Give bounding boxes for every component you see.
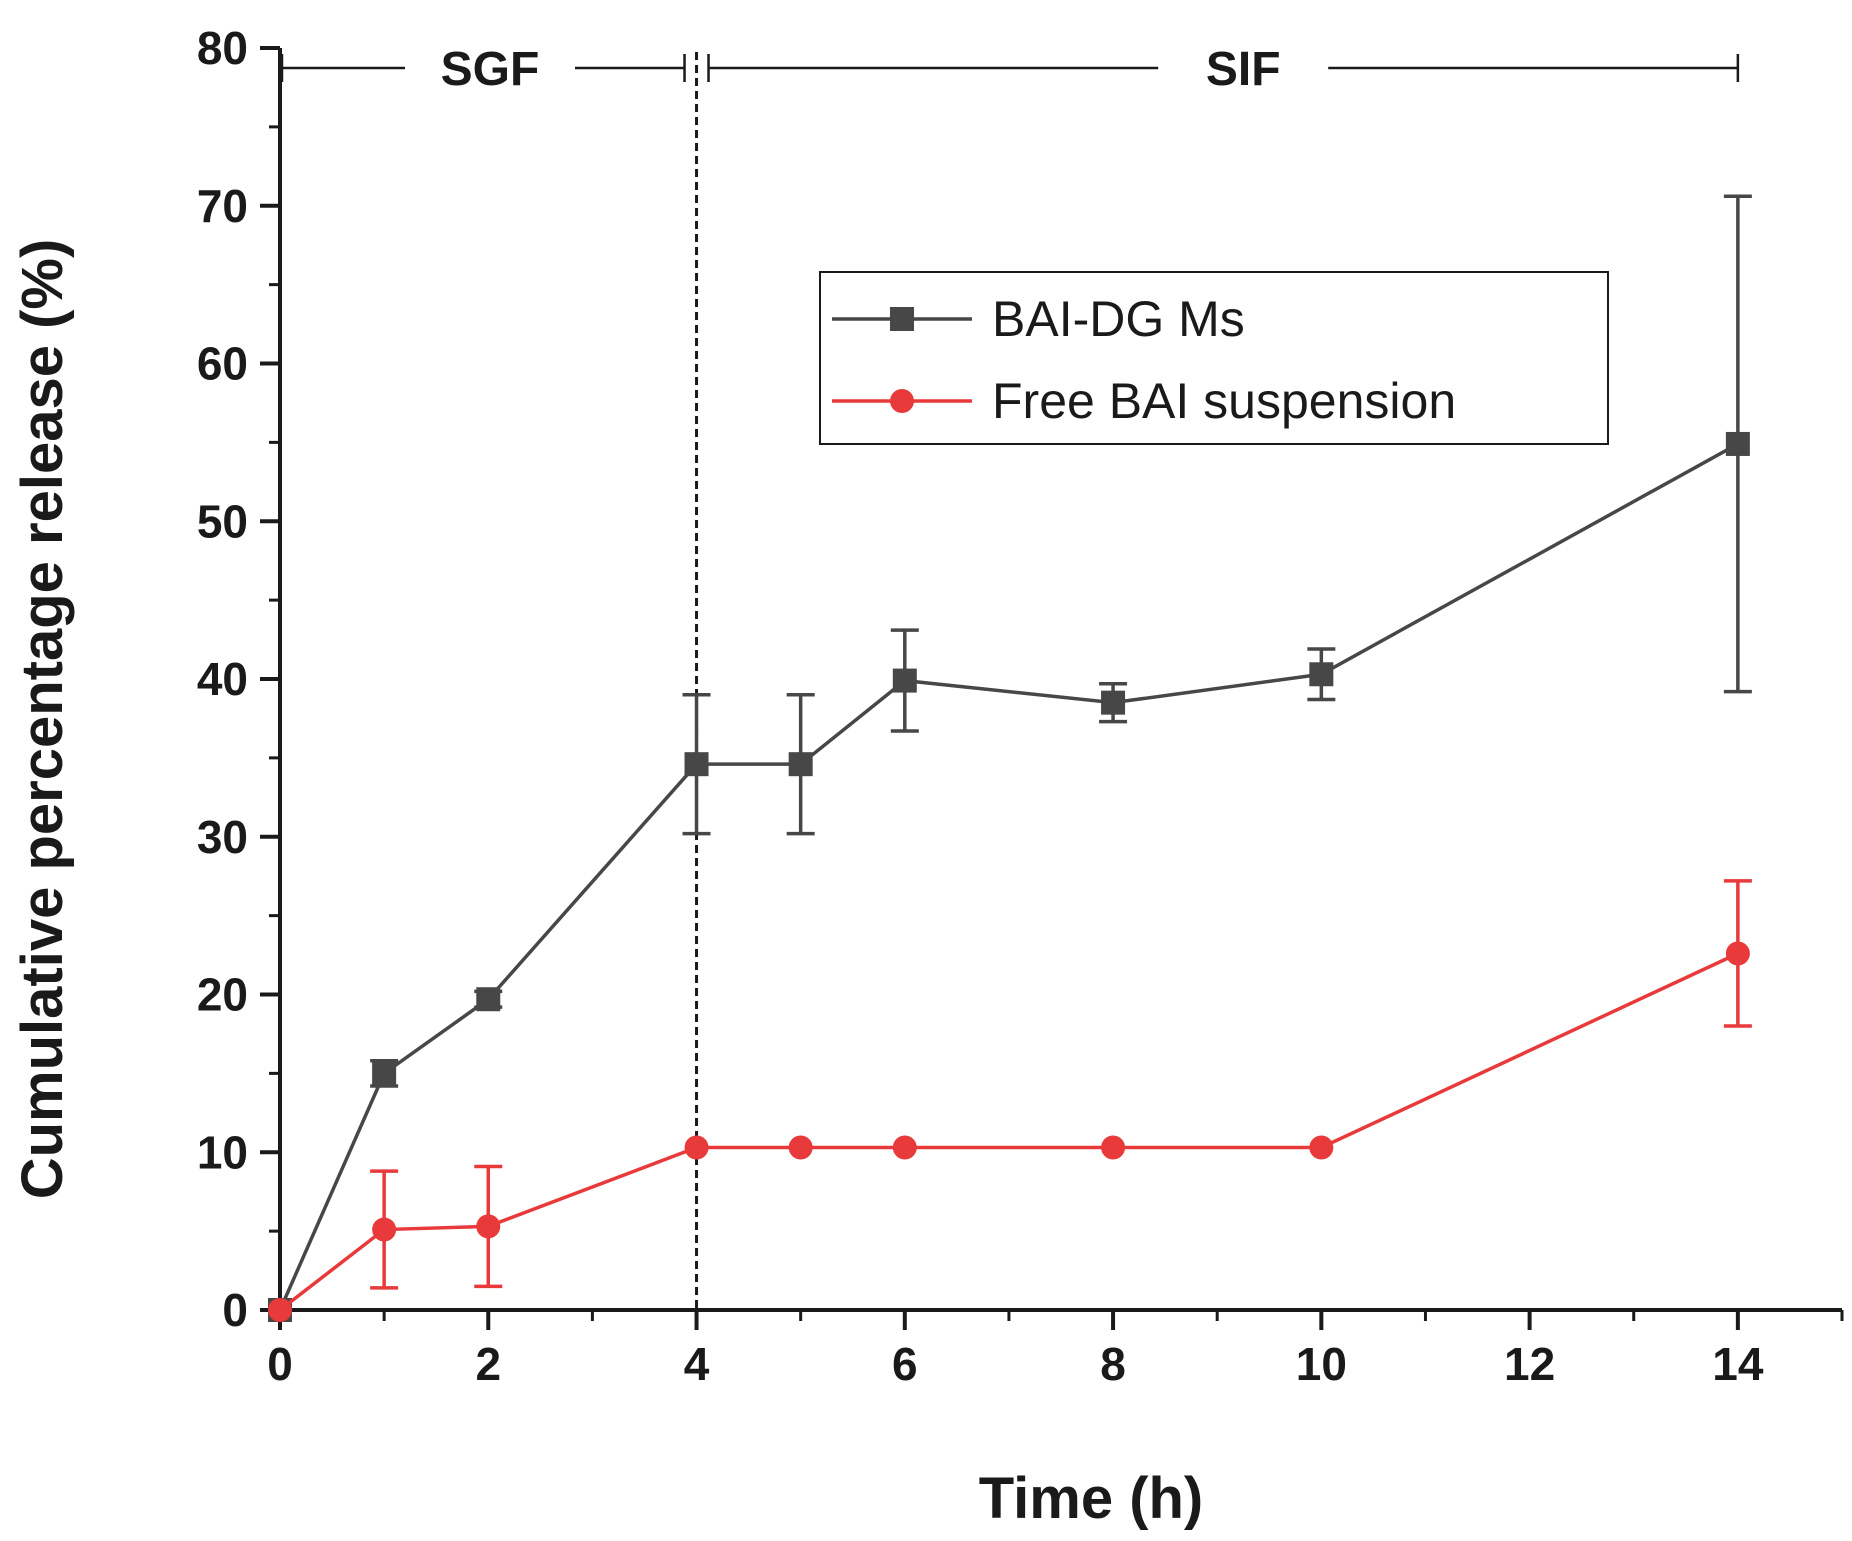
y-tick-label: 50 [197, 495, 248, 547]
axes-group: 0 10 20 30 40 50 60 70 80 0 2 4 6 8 10 12 14 [197, 22, 1844, 1390]
y-tick-label: 20 [197, 969, 248, 1021]
data-point [684, 1135, 709, 1160]
phase-label: SIF [1206, 43, 1281, 96]
data-point [1725, 431, 1750, 456]
data-point [372, 1217, 397, 1242]
phase-label: SGF [441, 43, 540, 96]
data-point [1309, 662, 1334, 687]
x-tick-label: 14 [1712, 1338, 1764, 1390]
data-point [1101, 690, 1126, 715]
x-tick-label: 4 [684, 1338, 710, 1390]
legend-box [819, 271, 1609, 445]
x-tick-label: 8 [1100, 1338, 1126, 1390]
data-point [372, 1061, 397, 1086]
x-tick-label: 6 [892, 1338, 918, 1390]
data-point [1725, 941, 1750, 966]
data-point [788, 752, 813, 777]
series-2 [268, 879, 1752, 1322]
y-tick-label: 40 [197, 653, 248, 705]
legend: BAI-DG Ms Free BAI suspension [819, 271, 1609, 445]
x-tick-label: 10 [1296, 1338, 1347, 1390]
x-tick-label: 2 [475, 1338, 501, 1390]
data-point [892, 668, 917, 693]
series-group [268, 194, 1752, 1322]
data-point [268, 1298, 292, 1322]
data-point [1101, 1135, 1126, 1160]
y-tick-label: 30 [197, 811, 248, 863]
data-point [1309, 1135, 1334, 1160]
x-tick-label: 12 [1504, 1338, 1555, 1390]
legend-label: BAI-DG Ms [992, 291, 1245, 347]
x-tick-label: 0 [267, 1338, 293, 1390]
data-point [476, 987, 501, 1012]
data-point [684, 752, 709, 777]
x-axis-title: Time (h) [979, 1466, 1204, 1531]
data-point [476, 1214, 501, 1239]
y-axis-title: Cumulative percentage release (%) [10, 239, 75, 1200]
legend-label: Free BAI suspension [992, 373, 1456, 429]
series-1 [268, 194, 1752, 1322]
y-tick-label: 80 [197, 22, 248, 74]
y-tick-label: 60 [197, 338, 248, 390]
y-tick-label: 10 [197, 1126, 248, 1178]
data-point [892, 1135, 917, 1160]
legend-marker [890, 307, 914, 331]
legend-marker [890, 389, 914, 413]
data-point [788, 1135, 813, 1160]
y-tick-label: 0 [222, 1284, 248, 1336]
phase-annotations: SGF SIF [280, 43, 1740, 1310]
y-tick-label: 70 [197, 180, 248, 232]
